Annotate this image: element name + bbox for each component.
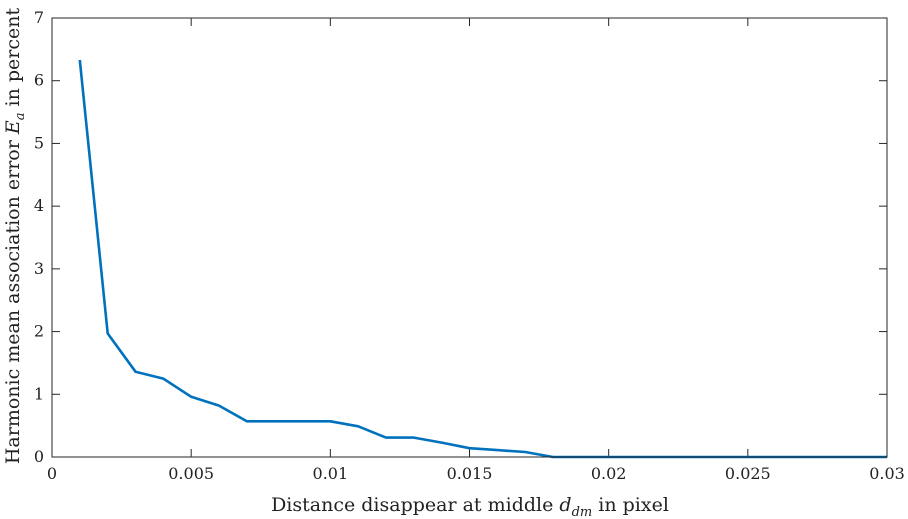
x-tick-label: 0.02 [591,464,627,483]
plot-frame [51,17,888,458]
x-tick-label: 0.025 [725,464,771,483]
y-tick-label: 6 [34,71,44,90]
x-tick-label: 0.005 [168,464,214,483]
x-axis-label: Distance disappear at middle ddm in pixe… [271,494,669,519]
x-tick-label: 0.01 [313,464,349,483]
y-tick-label: 3 [34,259,44,278]
x-tick-label: 0 [47,464,57,483]
y-tick-label: 1 [34,384,44,403]
y-tick-label: 2 [34,322,44,341]
y-tick-label: 7 [34,8,44,27]
y-tick-label: 0 [34,447,44,466]
series-layer [78,59,887,459]
axis-ticks [51,17,888,458]
y-tick-label: 5 [34,133,44,152]
tick-labels: 0 0.005 0.01 0.015 0.02 0.025 0.03 0 1 2 3 4 5 6 7 [34,8,905,483]
y-axis-label: Harmonic mean association error Ea in pe… [2,7,28,464]
x-tick-label: 0.03 [869,464,905,483]
series-line [78,59,887,459]
x-tick-label: 0.015 [447,464,493,483]
y-tick-label: 4 [34,196,44,215]
